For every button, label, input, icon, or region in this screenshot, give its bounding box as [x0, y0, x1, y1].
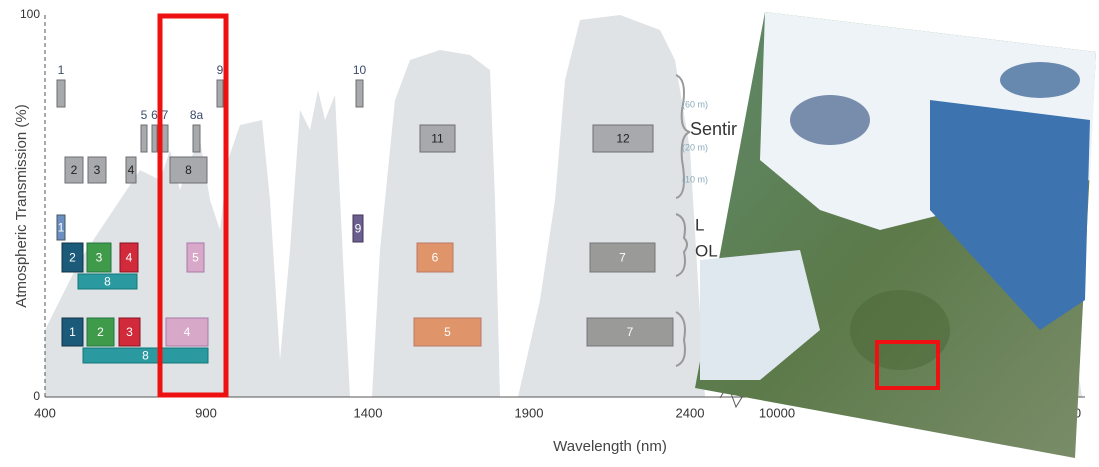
x-tick-label: 1900 [515, 405, 544, 420]
band-box [141, 125, 147, 152]
band-label: 7 [619, 251, 626, 265]
band-label: 2 [97, 325, 104, 339]
satellite-title: OL [695, 241, 718, 260]
band-label: 12 [616, 132, 630, 146]
band-box [162, 125, 168, 152]
band-label: 7 [627, 325, 634, 339]
band-box [193, 125, 200, 152]
band-label: 1 [58, 221, 65, 235]
y-tick-label: 0 [33, 389, 40, 403]
band-label: 4 [128, 163, 135, 177]
band-label: 2 [71, 163, 78, 177]
band-label: 4 [126, 251, 133, 265]
resolution-label: (20 m) [682, 142, 708, 152]
band-label: 10 [353, 63, 367, 77]
band-label: 1 [69, 325, 76, 339]
band-label: 9 [355, 222, 362, 236]
x-tick-label: 10000 [759, 405, 795, 420]
x-tick-label: 2400 [676, 405, 705, 420]
band-label: 5 [141, 108, 148, 122]
resolution-label: (10 m) [682, 174, 708, 184]
band-box [152, 125, 157, 152]
band-label: 3 [94, 163, 101, 177]
band-label: 6 [432, 251, 439, 265]
band-label: 8a [190, 108, 204, 122]
figure: Wavelength (nm) Atmospheric Transmission… [0, 0, 1099, 462]
band-label: 7 [162, 108, 169, 122]
resolution-label: (60 m) [682, 99, 708, 109]
band-label: 8 [104, 275, 111, 289]
band-label: 2 [69, 251, 76, 265]
band-label: 9 [217, 63, 224, 77]
satellite-image [695, 12, 1096, 458]
band-label: 6 [151, 108, 158, 122]
band-label: 4 [184, 325, 191, 339]
band-box [57, 80, 65, 107]
satellite-title: L [695, 215, 704, 234]
x-tick-label: 1400 [354, 405, 383, 420]
band-label: 5 [192, 251, 199, 265]
band-box [217, 80, 223, 107]
band-label: 8 [185, 163, 192, 177]
band-label: 1 [58, 63, 65, 77]
band-label: 11 [431, 132, 444, 146]
band-label: 3 [96, 251, 103, 265]
y-axis-label: Atmospheric Transmission (%) [13, 104, 30, 307]
band-box [356, 80, 363, 107]
satellite-title: Sentir [690, 119, 737, 139]
x-tick-label: 900 [195, 405, 217, 420]
x-axis-label: Wavelength (nm) [553, 438, 667, 455]
band-label: 8 [142, 349, 149, 363]
band-label: 3 [126, 325, 133, 339]
x-tick-label: 400 [34, 405, 56, 420]
band-label: 5 [444, 325, 451, 339]
y-tick-label: 100 [20, 7, 40, 21]
